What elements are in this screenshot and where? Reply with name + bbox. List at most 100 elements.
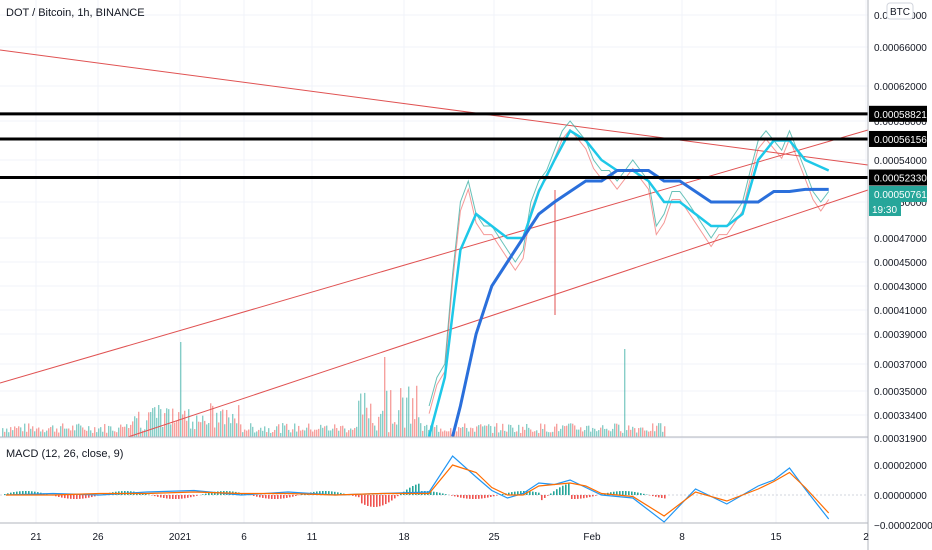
volume-bar bbox=[154, 407, 156, 437]
volume-bar bbox=[406, 397, 408, 437]
volume-bar bbox=[446, 431, 448, 437]
volume-bar bbox=[410, 423, 412, 437]
volume-bar bbox=[218, 422, 220, 437]
macd-histogram-bar bbox=[277, 495, 279, 499]
volume-bar bbox=[566, 425, 568, 437]
volume-bar bbox=[332, 428, 334, 437]
macd-histogram-bar bbox=[301, 494, 303, 495]
volume-bar bbox=[386, 390, 388, 437]
macd-histogram-bar bbox=[64, 495, 66, 499]
volume-bar bbox=[206, 424, 208, 437]
macd-histogram-bar bbox=[28, 491, 30, 495]
volume-bar bbox=[484, 425, 486, 437]
volume-bar bbox=[96, 432, 98, 437]
trendline-1 bbox=[0, 129, 869, 384]
macd-histogram-bar bbox=[577, 495, 579, 499]
volume-bar bbox=[416, 385, 418, 437]
volume-bar bbox=[578, 429, 580, 437]
volume-bar bbox=[646, 430, 648, 437]
volume-bar bbox=[388, 432, 390, 437]
volume-bar bbox=[630, 429, 632, 437]
volume-bar bbox=[248, 429, 250, 437]
macd-histogram-bar bbox=[436, 492, 438, 495]
volume-bar bbox=[212, 405, 214, 437]
macd-histogram-bar bbox=[268, 495, 270, 499]
volume-bar bbox=[546, 431, 548, 437]
volume-bar bbox=[190, 428, 192, 437]
macd-histogram-bar bbox=[439, 492, 441, 495]
macd-histogram-bar bbox=[631, 491, 633, 495]
last-price-tag-label: 0.00050761 bbox=[874, 190, 927, 201]
volume-bar bbox=[486, 425, 488, 437]
macd-histogram-bar bbox=[445, 494, 447, 495]
macd-histogram-bar bbox=[289, 495, 291, 498]
volume-bar bbox=[58, 432, 60, 437]
volume-bar bbox=[594, 428, 596, 437]
volume-bar bbox=[604, 428, 606, 437]
volume-bar bbox=[262, 430, 264, 437]
macd-histogram-bar bbox=[31, 491, 33, 495]
volume-bar bbox=[584, 430, 586, 437]
volume-bar bbox=[654, 431, 656, 437]
volume-bar bbox=[174, 422, 176, 437]
volume-bar bbox=[24, 423, 26, 437]
volume-bar bbox=[18, 426, 20, 437]
macd-histogram-bar bbox=[163, 495, 165, 499]
horizontal-levels bbox=[0, 112, 868, 180]
macd-tick-label: −0.00002000 bbox=[874, 521, 932, 532]
volume-bar bbox=[316, 429, 318, 437]
macd-histogram-bar bbox=[184, 495, 186, 499]
volume-bar bbox=[220, 411, 222, 437]
volume-bar bbox=[548, 432, 550, 437]
macd-pane bbox=[0, 455, 868, 523]
volume-bar bbox=[60, 426, 62, 437]
volume-bar bbox=[250, 423, 252, 437]
volume-bar bbox=[6, 428, 8, 437]
macd-histogram-bar bbox=[640, 493, 642, 495]
volume-bar bbox=[606, 428, 608, 437]
volume-bar bbox=[304, 430, 306, 437]
volume-bar bbox=[208, 423, 210, 437]
macd-histogram-bar bbox=[211, 492, 213, 495]
volume-bar bbox=[518, 424, 520, 437]
volume-bar bbox=[532, 431, 534, 437]
macd-histogram-bar bbox=[265, 495, 267, 499]
volume-bar bbox=[224, 424, 226, 437]
macd-histogram-bar bbox=[652, 495, 654, 497]
volume-bar bbox=[82, 427, 84, 437]
volume-bar bbox=[374, 425, 376, 437]
volume-bar bbox=[150, 412, 152, 437]
volume-bar bbox=[650, 430, 652, 437]
volume-bar bbox=[318, 428, 320, 437]
volume-bar bbox=[128, 428, 130, 437]
volume-bar bbox=[266, 432, 268, 437]
volume-bar bbox=[610, 431, 612, 437]
volume-bar bbox=[478, 425, 480, 437]
volume-bar bbox=[288, 429, 290, 437]
axes[interactable]: 0.000700000.000660000.000620000.00058000… bbox=[30, 11, 932, 543]
price-tick-label: 0.00054000 bbox=[874, 156, 927, 167]
volume-bar bbox=[312, 431, 314, 437]
macd-histogram-bar bbox=[571, 495, 573, 499]
macd-histogram-bar bbox=[337, 492, 339, 495]
volume-bar bbox=[586, 425, 588, 437]
volume-bar bbox=[368, 418, 370, 437]
macd-histogram-bar bbox=[610, 492, 612, 495]
macd-histogram-bar bbox=[91, 495, 93, 498]
macd-histogram-bar bbox=[457, 495, 459, 498]
volume-bar bbox=[558, 431, 560, 437]
macd-histogram-bar bbox=[562, 485, 564, 495]
macd-histogram-bar bbox=[400, 493, 402, 495]
macd-histogram-bar bbox=[271, 495, 273, 499]
volume-bar bbox=[234, 418, 236, 437]
volume-bar bbox=[160, 409, 162, 437]
volume-bar bbox=[544, 424, 546, 437]
volume-bar bbox=[514, 432, 516, 437]
volume-bar bbox=[100, 427, 102, 437]
volume-bar bbox=[506, 431, 508, 437]
volume-bar bbox=[522, 426, 524, 437]
currency-badge[interactable]: BTC bbox=[886, 2, 914, 20]
